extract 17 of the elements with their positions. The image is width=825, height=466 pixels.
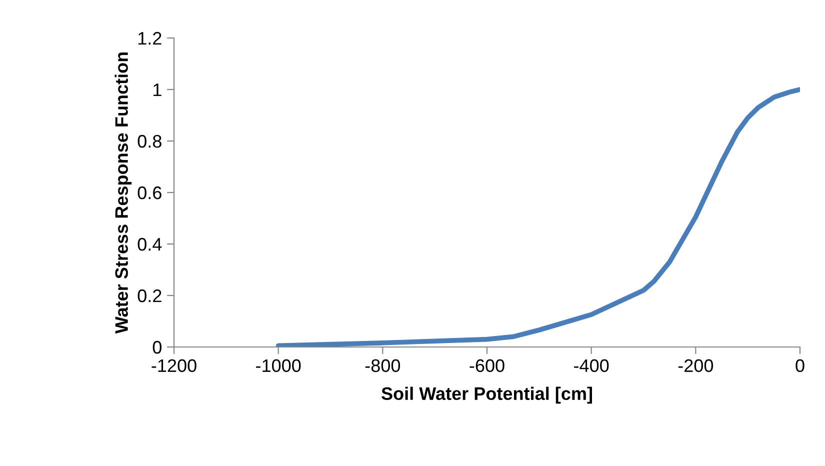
y-tick-label: 0.8 [138, 134, 162, 148]
y-tick-label: 0 [152, 340, 162, 354]
y-tick-label: 1.2 [138, 32, 162, 45]
x-axis-title: Soil Water Potential [cm] [382, 386, 592, 404]
x-tick-label: -1200 [152, 359, 196, 372]
x-tick-label: 0 [796, 359, 804, 372]
y-tick-label: 0.2 [138, 289, 162, 302]
x-tick-label: -800 [365, 359, 400, 372]
x-tick-label: -600 [470, 359, 504, 372]
y-axis-title: Water Stress Response Function [114, 52, 132, 334]
y-tick-label: 0.6 [138, 186, 162, 200]
x-tick-label: -400 [574, 359, 609, 372]
y-tick-label: 1 [154, 84, 162, 96]
y-tick-label: 0.4 [138, 238, 162, 251]
x-tick-label: -1000 [256, 359, 301, 372]
x-tick-label: -200 [678, 359, 714, 372]
line-series [276, 87, 800, 347]
